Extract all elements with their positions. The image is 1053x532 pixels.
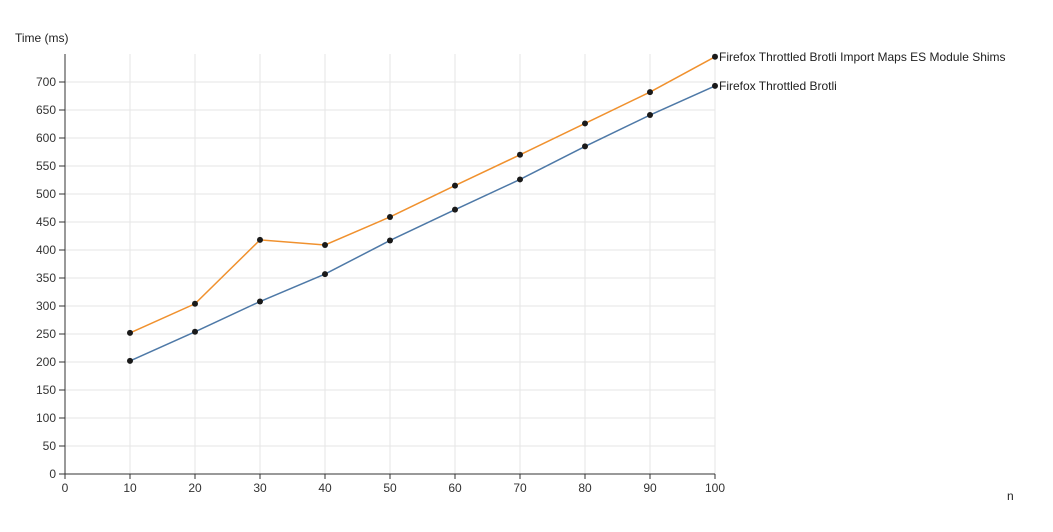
data-point (712, 53, 718, 60)
y-tick-label: 600 (36, 131, 56, 145)
y-tick-label: 650 (36, 103, 56, 117)
data-point (322, 241, 328, 248)
y-tick-label: 500 (36, 187, 56, 201)
series-label: Firefox Throttled Brotli (719, 79, 837, 93)
data-point (387, 237, 393, 244)
data-point (257, 236, 263, 243)
x-tick-label: 20 (188, 481, 202, 495)
x-tick-label: 40 (318, 481, 332, 495)
data-point (582, 120, 588, 127)
x-tick-label: 70 (513, 481, 527, 495)
y-tick-label: 150 (36, 383, 56, 397)
data-point (257, 298, 263, 305)
x-tick-label: 90 (643, 481, 657, 495)
data-point (127, 329, 133, 336)
data-point (712, 82, 718, 89)
y-tick-label: 400 (36, 243, 56, 257)
x-tick-label: 60 (448, 481, 462, 495)
x-axis-title: n (1007, 489, 1014, 503)
series-group: Firefox Throttled Brotli (127, 79, 837, 364)
x-tick-label: 80 (578, 481, 592, 495)
data-point (647, 112, 653, 119)
data-point (192, 328, 198, 335)
x-tick-label: 50 (383, 481, 397, 495)
series: Firefox Throttled Brotli Import Maps ES … (127, 50, 1006, 364)
data-point (452, 182, 458, 189)
series-label: Firefox Throttled Brotli Import Maps ES … (719, 50, 1006, 64)
series-line (129, 85, 716, 362)
data-point (127, 357, 133, 364)
x-tick-label: 0 (62, 481, 69, 495)
x-tick-label: 10 (123, 481, 137, 495)
x-tick-label: 100 (705, 481, 725, 495)
y-tick-label: 450 (36, 215, 56, 229)
y-tick-label: 50 (43, 439, 57, 453)
y-tick-label: 0 (49, 467, 56, 481)
ticks: 0 10 20 30 40 50 60 70 80 90 100 0 50 100 150 200 250 300… (36, 75, 725, 495)
y-tick-label: 550 (36, 159, 56, 173)
data-point (517, 176, 523, 183)
data-point (192, 300, 198, 307)
series-line (129, 56, 716, 334)
grid (65, 54, 716, 474)
data-point (517, 151, 523, 158)
y-tick-label: 100 (36, 411, 56, 425)
y-tick-label: 250 (36, 327, 56, 341)
data-point (582, 143, 588, 150)
y-tick-label: 200 (36, 355, 56, 369)
data-point (647, 89, 653, 96)
y-axis-title: Time (ms) (15, 31, 69, 45)
y-tick-label: 350 (36, 271, 56, 285)
data-point (387, 213, 393, 220)
series-group: Firefox Throttled Brotli Import Maps ES … (127, 50, 1006, 336)
x-tick-label: 30 (253, 481, 267, 495)
y-tick-label: 300 (36, 299, 56, 313)
data-point (322, 271, 328, 278)
y-tick-label: 700 (36, 75, 56, 89)
data-point (452, 206, 458, 213)
